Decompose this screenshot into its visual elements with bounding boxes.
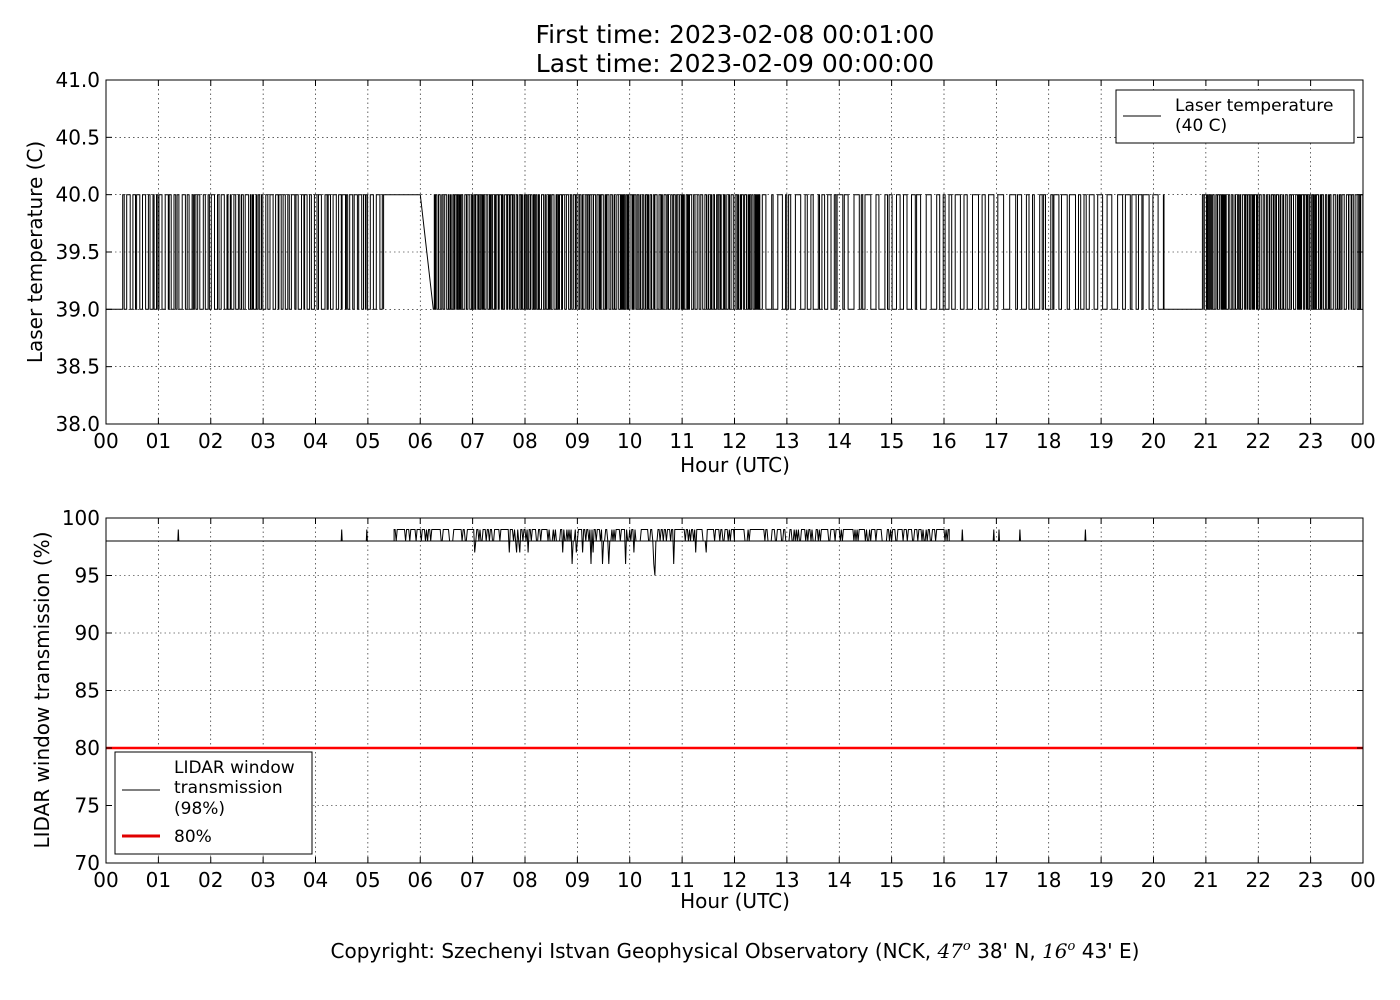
p1-xtick-label: 19 (1088, 429, 1113, 453)
p1-ytick-label: 38.0 (55, 412, 100, 436)
p2-ticks: 00 01 02 03 04 05 06 07 08 09 10 11 12 13 14 15 16 17 18 19… (62, 506, 1376, 892)
p2-ytick-label: 95 (75, 564, 100, 588)
p1-xtick-label: 07 (460, 429, 485, 453)
laser-temperature-panel: 00 01 02 03 04 05 06 07 08 09 10 11 12 13 14 15 16 17 18 19… (23, 68, 1376, 477)
p1-xtick-label: 00 (93, 429, 118, 453)
p2-xtick-label: 23 (1298, 868, 1323, 892)
p1-xtick-label: 10 (617, 429, 642, 453)
p2-xtick-label: 06 (408, 868, 433, 892)
p2-ytick-label: 75 (75, 794, 100, 818)
p1-xtick-label: 21 (1193, 429, 1218, 453)
p2-xtick-label: 13 (774, 868, 799, 892)
p2-xtick-label: 00 (1350, 868, 1375, 892)
p1-xtick-label: 00 (1350, 429, 1375, 453)
p1-xtick-label: 14 (827, 429, 852, 453)
p1-xtick-label: 09 (565, 429, 590, 453)
p2-grid (106, 518, 1363, 863)
p2-xtick-label: 17 (984, 868, 1009, 892)
footer-lat-deg-sup: o (963, 939, 971, 954)
p1-ytick-label: 38.5 (55, 355, 100, 379)
p1-ytick-label: 39.0 (55, 297, 100, 321)
p2-ytick-label: 80 (75, 736, 100, 760)
p2-xtick-label: 14 (827, 868, 852, 892)
p2-xtick-label: 00 (93, 868, 118, 892)
p1-series-line (106, 194, 1364, 310)
p1-ytick-label: 40.5 (55, 125, 100, 149)
p2-ytick-label: 100 (62, 506, 100, 530)
p1-legend-label-2: (40 C) (1175, 116, 1227, 136)
p1-xtick-label: 18 (1036, 429, 1061, 453)
p1-ytick-label: 39.5 (55, 240, 100, 264)
p2-xtick-label: 10 (617, 868, 642, 892)
p2-xtick-label: 02 (198, 868, 223, 892)
p2-ytick-label: 85 (75, 679, 100, 703)
copyright-footer: Copyright: Szechenyi Istvan Geophysical … (331, 939, 1140, 963)
p2-legend-label-3: (98%) (174, 799, 225, 819)
p2-xtick-label: 07 (460, 868, 485, 892)
p2-xtick-label: 12 (722, 868, 747, 892)
lidar-transmission-panel: 00 01 02 03 04 05 06 07 08 09 10 11 12 13 14 15 16 17 18 19… (30, 506, 1376, 913)
p1-xtick-label: 16 (931, 429, 956, 453)
p1-xtick-label: 22 (1246, 429, 1271, 453)
p1-ytick-label: 40.0 (55, 183, 100, 207)
p1-xtick-label: 06 (408, 429, 433, 453)
p2-legend-label-2: transmission (174, 778, 283, 798)
p1-xtick-label: 02 (198, 429, 223, 453)
p2-legend-label-1: LIDAR window (174, 758, 295, 778)
p1-xtick-label: 05 (355, 429, 380, 453)
p2-xtick-label: 04 (303, 868, 328, 892)
p2-xtick-label: 18 (1036, 868, 1061, 892)
p2-ytick-label: 90 (75, 621, 100, 645)
p2-legend: LIDAR window transmission (98%) 80% (114, 751, 313, 855)
p2-series (106, 529, 1363, 750)
p1-xtick-label: 03 (250, 429, 275, 453)
title-last-time: Last time: 2023-02-09 00:00:00 (536, 49, 934, 78)
p1-ticks: 00 01 02 03 04 05 06 07 08 09 10 11 12 13 14 15 16 17 18 19… (55, 68, 1375, 453)
p2-xtick-label: 15 (879, 868, 904, 892)
p1-xtick-label: 15 (879, 429, 904, 453)
p1-xtick-label: 11 (669, 429, 694, 453)
p1-ylabel: Laser temperature (C) (23, 141, 47, 363)
p1-xtick-label: 13 (774, 429, 799, 453)
p1-xlabel: Hour (UTC) (680, 453, 790, 477)
p1-legend-label-1: Laser temperature (1175, 96, 1333, 116)
p2-xtick-label: 08 (512, 868, 537, 892)
p1-ytick-label: 41.0 (55, 68, 100, 92)
footer-lon-min: 43' E) (1082, 939, 1140, 963)
p2-xtick-label: 21 (1193, 868, 1218, 892)
p2-ytick-label: 70 (75, 851, 100, 875)
p2-xtick-label: 01 (146, 868, 171, 892)
title-first-time: First time: 2023-02-08 00:01:00 (536, 20, 935, 49)
p1-xtick-label: 04 (303, 429, 328, 453)
footer-lat-deg: 47 (936, 939, 963, 963)
p1-xtick-label: 17 (984, 429, 1009, 453)
p2-xtick-label: 03 (250, 868, 275, 892)
footer-lon-deg-sup: o (1068, 939, 1076, 954)
p1-xtick-label: 12 (722, 429, 747, 453)
p2-xtick-label: 22 (1246, 868, 1271, 892)
p1-series (106, 194, 1364, 310)
p2-xtick-label: 19 (1088, 868, 1113, 892)
p1-xtick-label: 20 (1141, 429, 1166, 453)
footer-lon-deg: 16 (1042, 939, 1068, 963)
p2-xtick-label: 11 (669, 868, 694, 892)
p2-legend-label-4: 80% (174, 827, 212, 847)
footer-prefix: Copyright: Szechenyi Istvan Geophysical … (331, 939, 932, 963)
p2-ylabel: LIDAR window transmission (%) (30, 532, 54, 849)
p2-xtick-label: 09 (565, 868, 590, 892)
p2-xlabel: Hour (UTC) (680, 889, 790, 913)
p1-xtick-label: 23 (1298, 429, 1323, 453)
footer-lat-min: 38' N, (977, 939, 1036, 963)
p1-legend: Laser temperature (40 C) (1115, 89, 1355, 144)
p1-xtick-label: 01 (146, 429, 171, 453)
p2-series-line (106, 529, 1363, 576)
p2-xtick-label: 20 (1141, 868, 1166, 892)
p2-xtick-label: 16 (931, 868, 956, 892)
p2-xtick-label: 05 (355, 868, 380, 892)
p1-xtick-label: 08 (512, 429, 537, 453)
